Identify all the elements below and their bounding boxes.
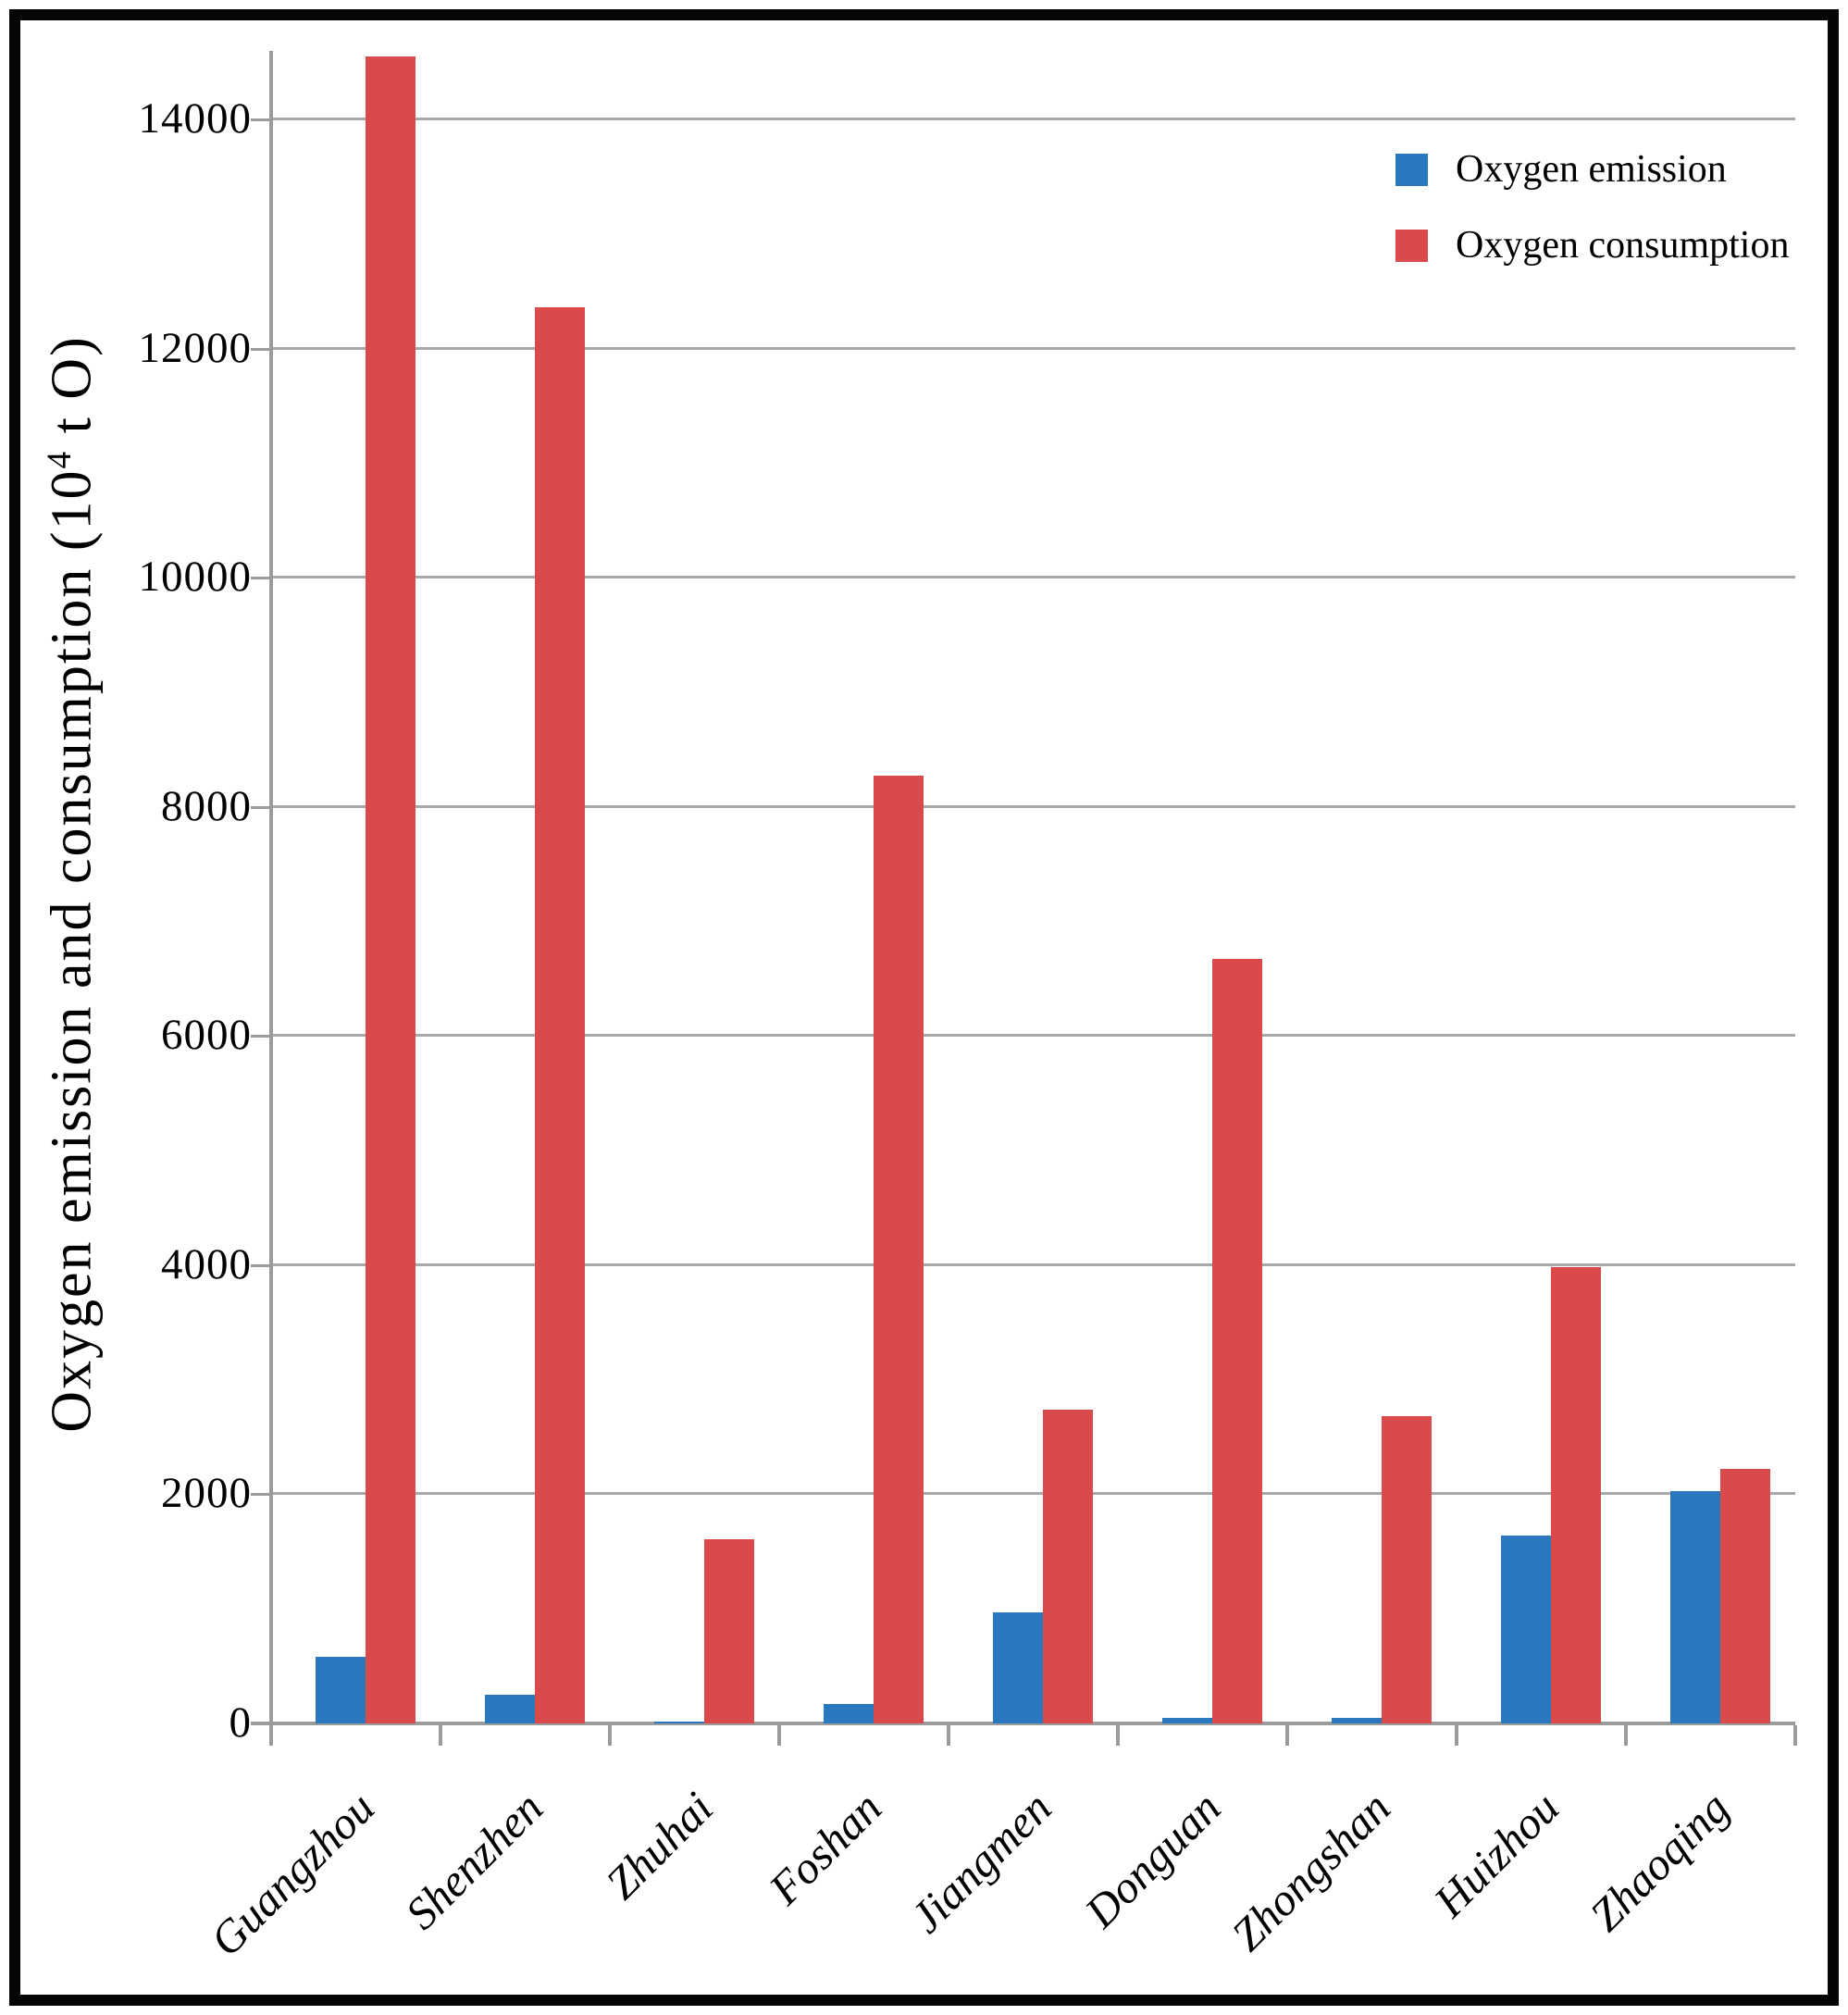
category-cell-shenzhen xyxy=(440,51,610,1723)
gridline-6000 xyxy=(273,1034,1795,1038)
category-cell-donguan xyxy=(1118,51,1287,1723)
y-tick-label-0: 0 xyxy=(229,1698,252,1747)
bar-oxygen-consumption-zhaoqing xyxy=(1720,1469,1771,1723)
bar-oxygen-consumption-guangzhou xyxy=(366,56,416,1723)
y-axis-line xyxy=(269,51,273,1744)
x-tick-boundary-4 xyxy=(947,1725,950,1746)
y-tick-label-4000: 4000 xyxy=(161,1239,252,1288)
gridline-12000 xyxy=(273,346,1795,350)
bar-oxygen-consumption-shenzhen xyxy=(535,307,586,1723)
category-cell-guangzhou xyxy=(271,51,440,1723)
y-tick-0 xyxy=(251,1723,271,1725)
legend-row-oxygen-emission: Oxygen emission xyxy=(1395,148,1789,191)
bar-oxygen-emission-zhuhai xyxy=(654,1721,705,1723)
x-tick-boundary-8 xyxy=(1624,1725,1628,1746)
y-tick-8000 xyxy=(251,805,271,809)
gridline-8000 xyxy=(273,804,1795,808)
x-tick-boundary-9 xyxy=(1793,1725,1797,1746)
category-cell-zhongshan xyxy=(1287,51,1457,1723)
x-tick-boundary-1 xyxy=(439,1725,442,1746)
y-tick-10000 xyxy=(251,577,271,580)
bar-oxygen-emission-zhongshan xyxy=(1332,1717,1383,1723)
x-tick-boundary-0 xyxy=(269,1725,273,1746)
bar-oxygen-consumption-donguan xyxy=(1212,959,1263,1723)
y-tick-14000 xyxy=(251,118,271,122)
y-tick-label-2000: 2000 xyxy=(161,1469,252,1518)
category-cell-huizhou xyxy=(1457,51,1626,1723)
bar-oxygen-emission-huizhou xyxy=(1501,1536,1552,1723)
bar-oxygen-consumption-zhongshan xyxy=(1382,1416,1433,1723)
y-axis-title-superscript: 4 xyxy=(40,449,79,469)
legend-swatch-oxygen-emission xyxy=(1395,153,1428,186)
y-tick-12000 xyxy=(251,347,271,351)
legend-row-oxygen-consumption: Oxygen consumption xyxy=(1395,224,1789,267)
plot-area xyxy=(271,51,1795,1723)
y-tick-2000 xyxy=(251,1493,271,1497)
bar-oxygen-emission-zhaoqing xyxy=(1670,1490,1721,1723)
x-tick-boundary-3 xyxy=(777,1725,781,1746)
category-cell-jiangmen xyxy=(949,51,1118,1723)
bar-oxygen-consumption-jiangmen xyxy=(1043,1409,1094,1723)
x-tick-boundary-5 xyxy=(1116,1725,1120,1746)
x-tick-boundary-2 xyxy=(608,1725,612,1746)
y-tick-4000 xyxy=(251,1263,271,1267)
gridline-2000 xyxy=(273,1492,1795,1496)
y-tick-label-14000: 14000 xyxy=(138,94,252,143)
y-tick-label-10000: 10000 xyxy=(138,553,252,602)
bar-oxygen-emission-shenzhen xyxy=(485,1695,536,1723)
category-cell-zhaoqing xyxy=(1626,51,1795,1723)
legend-label-oxygen-emission: Oxygen emission xyxy=(1456,148,1727,191)
x-axis-line xyxy=(251,1722,1795,1725)
y-axis-title-text: Oxygen emission and consumption (10 xyxy=(40,468,104,1433)
y-tick-label-6000: 6000 xyxy=(161,1011,252,1060)
bar-oxygen-consumption-huizhou xyxy=(1551,1267,1602,1723)
category-cell-foshan xyxy=(779,51,949,1723)
gridline-14000 xyxy=(273,118,1795,121)
y-tick-6000 xyxy=(251,1035,271,1039)
y-tick-label-12000: 12000 xyxy=(138,323,252,372)
y-tick-label-8000: 8000 xyxy=(161,781,252,830)
chart-outer-frame xyxy=(9,9,1839,2006)
x-tick-boundary-6 xyxy=(1285,1725,1289,1746)
legend-label-oxygen-consumption: Oxygen consumption xyxy=(1456,224,1790,267)
gridline-4000 xyxy=(273,1262,1795,1266)
bar-oxygen-emission-foshan xyxy=(824,1703,874,1723)
bar-oxygen-emission-guangzhou xyxy=(316,1657,366,1723)
legend-swatch-oxygen-consumption xyxy=(1395,229,1428,262)
bar-oxygen-consumption-zhuhai xyxy=(704,1538,755,1723)
legend: Oxygen emission Oxygen consumption xyxy=(1395,148,1789,300)
bar-oxygen-emission-donguan xyxy=(1162,1717,1213,1723)
bar-oxygen-emission-jiangmen xyxy=(993,1611,1044,1723)
category-cell-zhuhai xyxy=(610,51,779,1723)
x-tick-boundary-7 xyxy=(1455,1725,1458,1746)
gridline-10000 xyxy=(273,576,1795,579)
bar-oxygen-consumption-foshan xyxy=(874,776,924,1723)
